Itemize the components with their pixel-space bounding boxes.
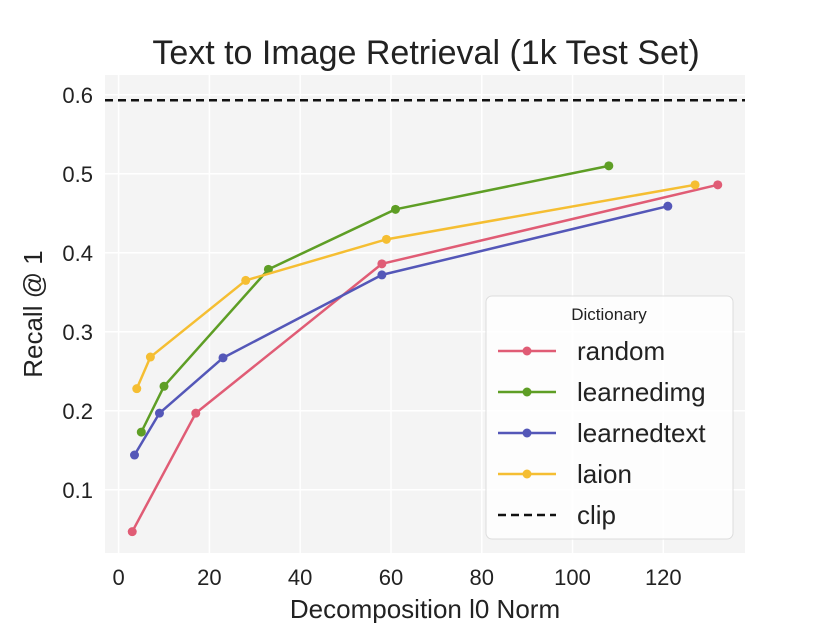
data-point-learnedimg <box>136 427 146 437</box>
x-tick-label: 60 <box>379 565 403 590</box>
series-line-random <box>130 183 720 533</box>
data-point-learnedtext <box>663 201 673 211</box>
legend-item-random: random <box>498 336 665 366</box>
series-laion <box>132 180 700 394</box>
legend-box <box>485 295 734 540</box>
legend-marker-learnedimg <box>522 387 532 397</box>
data-point-random <box>127 527 137 537</box>
data-point-learnedimg <box>159 381 169 391</box>
y-tick-label: 0.3 <box>62 320 93 345</box>
data-point-random <box>191 408 201 418</box>
y-tick-label: 0.1 <box>62 478 93 503</box>
legend-item-learnedtext: learnedtext <box>498 418 706 448</box>
legend-label-laion: laion <box>577 459 632 489</box>
y-tick-label: 0.5 <box>62 162 93 187</box>
data-point-learnedimg <box>604 161 614 171</box>
data-point-laion <box>381 234 391 244</box>
legend: Dictionary random learnedimg learnedtext la… <box>485 295 734 540</box>
data-series <box>127 161 723 537</box>
legend-item-clip: clip <box>498 500 616 530</box>
data-point-laion <box>241 275 251 285</box>
legend-label-learnedtext: learnedtext <box>577 418 706 448</box>
series-random <box>127 180 723 537</box>
data-point-laion <box>690 180 700 190</box>
x-tick-label: 0 <box>112 565 124 590</box>
legend-marker-random <box>522 346 532 356</box>
series-learnedimg <box>136 161 614 437</box>
data-point-learnedtext <box>154 408 164 418</box>
y-tick-label: 0.2 <box>62 399 93 424</box>
x-tick-label: 80 <box>469 565 493 590</box>
y-tick-label: 0.4 <box>62 241 93 266</box>
x-tick-label: 20 <box>197 565 221 590</box>
data-point-random <box>377 259 387 269</box>
legend-marker-learnedtext <box>522 428 532 438</box>
legend-label-learnedimg: learnedimg <box>577 377 706 407</box>
legend-items: random learnedimg learnedtext laion clip <box>498 336 706 530</box>
legend-title: Dictionary <box>571 305 647 324</box>
y-tick-label: 0.6 <box>62 83 93 108</box>
data-point-learnedimg <box>263 264 273 274</box>
x-tick-label: 120 <box>645 565 682 590</box>
data-point-random <box>713 180 723 190</box>
data-point-learnedtext <box>218 353 228 363</box>
chart-title: Text to Image Retrieval (1k Test Set) <box>152 34 699 72</box>
legend-item-learnedimg: learnedimg <box>498 377 706 407</box>
legend-item-laion: laion <box>498 459 632 489</box>
tick-labels: 0 20 40 60 80 100 120 0.1 0.2 0.3 0.4 0.5 0.6 <box>62 83 681 590</box>
x-axis-label: Decomposition l0 Norm <box>290 594 560 623</box>
data-point-learnedimg <box>390 204 400 214</box>
y-axis-label: Recall @ 1 <box>18 250 48 378</box>
x-tick-label: 100 <box>554 565 591 590</box>
legend-label-random: random <box>577 336 665 366</box>
data-point-learnedtext <box>130 450 140 460</box>
data-point-laion <box>132 384 142 394</box>
series-learnedtext <box>130 201 673 460</box>
legend-marker-laion <box>522 469 532 479</box>
data-point-laion <box>145 352 155 362</box>
legend-label-clip: clip <box>577 500 616 530</box>
data-point-learnedtext <box>377 270 387 280</box>
x-tick-label: 40 <box>288 565 312 590</box>
